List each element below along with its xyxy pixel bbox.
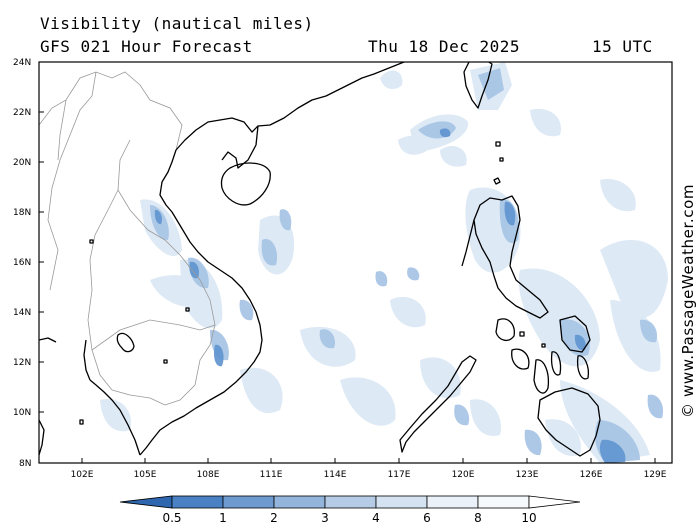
lon-label: 123E [516, 470, 539, 480]
lat-label: 14N [13, 308, 31, 318]
coastlines [39, 62, 601, 457]
lon-label: 111E [260, 470, 283, 480]
map-title: Visibility (nautical miles) [40, 14, 314, 33]
colorbar-segment [119, 495, 173, 509]
forecast-label: GFS 021 Hour Forecast [40, 37, 253, 56]
colorbar-label: 6 [423, 511, 431, 525]
visibility-shading [100, 62, 668, 463]
longitude-ticks [81, 458, 656, 463]
lat-label: 24N [13, 58, 31, 68]
lat-label: 16N [13, 258, 31, 268]
lon-label: 102E [71, 470, 94, 480]
forecast-time: 15 UTC [592, 37, 653, 56]
colorbar-segment [171, 495, 224, 509]
site-credit: © www.PassageWeather.com [679, 183, 697, 418]
visibility-colorbar [119, 495, 581, 509]
colorbar-label: 2 [270, 511, 278, 525]
lon-label: 126E [580, 470, 603, 480]
colorbar-label: 3 [321, 511, 329, 525]
lon-label: 120E [452, 470, 475, 480]
country-borders [39, 71, 216, 406]
lat-label: 20N [13, 158, 31, 168]
lon-label: 114E [324, 470, 347, 480]
colorbar-label: 1 [219, 511, 227, 525]
colorbar-segment [528, 495, 581, 509]
colorbar-segment [426, 495, 479, 509]
colorbar-segment [273, 495, 326, 509]
colorbar-segment [375, 495, 428, 509]
lat-label: 22N [13, 108, 31, 118]
lat-label: 10N [13, 408, 31, 418]
lat-label: 12N [13, 358, 31, 368]
lon-label: 129E [644, 470, 667, 480]
latitude-ticks [39, 61, 44, 413]
colorbar-label: 0.5 [162, 511, 181, 525]
colorbar-segment [477, 495, 530, 509]
lat-label: 8N [19, 459, 31, 469]
lon-label: 105E [134, 470, 157, 480]
lon-label: 117E [388, 470, 411, 480]
lat-label: 18N [13, 208, 31, 218]
forecast-date: Thu 18 Dec 2025 [368, 37, 520, 56]
colorbar-label: 8 [474, 511, 482, 525]
colorbar-segment [324, 495, 377, 509]
colorbar-segment [222, 495, 275, 509]
colorbar-label: 10 [521, 511, 536, 525]
lon-label: 108E [197, 470, 220, 480]
colorbar-label: 4 [372, 511, 380, 525]
